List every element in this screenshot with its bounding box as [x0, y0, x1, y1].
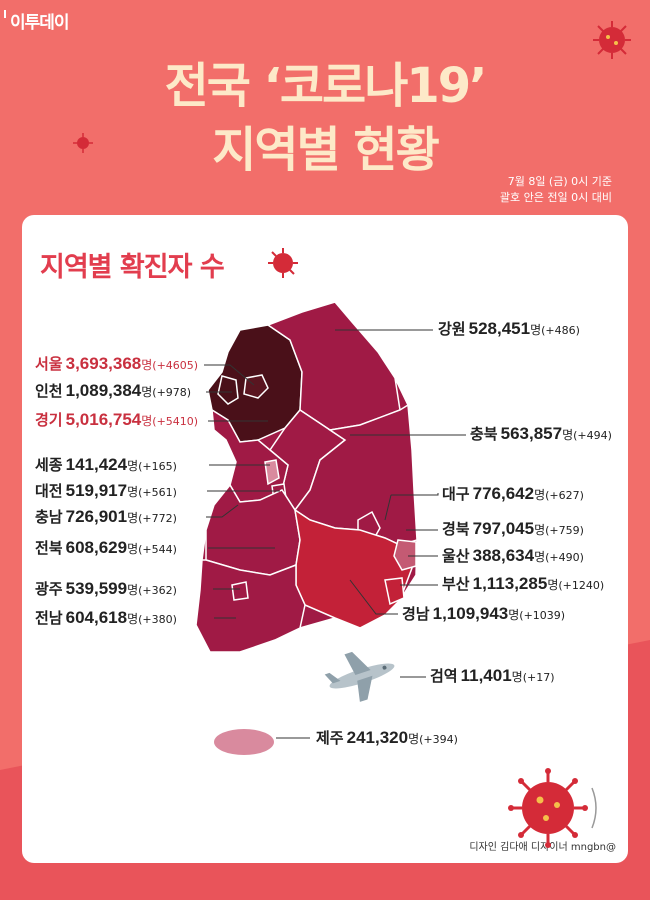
region-jeonnam	[195, 559, 306, 653]
region-seoul	[243, 374, 269, 399]
virus-icon	[593, 21, 631, 59]
page-title-line1: 전국 ‘코로나19’	[164, 58, 488, 114]
design-credit: 디자인 김다애 디자이너 mngbn@	[469, 842, 616, 853]
label-gangwon: 강원 528,451명(+486)	[438, 319, 580, 339]
label-chungnam: 충남 726,901명(+772)	[35, 507, 177, 527]
label-quarantine: 검역 11,401명(+17)	[430, 666, 555, 686]
page-title-line2: 지역별 현황	[212, 122, 440, 178]
card-title: 지역별 확진자 수	[40, 252, 225, 283]
virus-icon	[508, 768, 597, 848]
region-gwangju	[231, 581, 249, 601]
label-gwangju: 광주 539,599명(+362)	[35, 579, 177, 599]
label-jeju: 제주 241,320명(+394)	[316, 728, 458, 748]
label-chungbuk: 충북 563,857명(+494)	[470, 424, 612, 444]
label-daegu: 대구 776,642명(+627)	[442, 484, 584, 504]
region-sejong	[264, 459, 280, 486]
region-incheon	[217, 375, 239, 405]
label-daejeon: 대전 519,917명(+561)	[35, 481, 177, 501]
label-gyeonggi: 경기 5,016,754명(+5410)	[35, 410, 199, 430]
region-jeju	[214, 729, 274, 755]
basis-comparison: 괄호 안은 전일 0시 대비	[499, 191, 612, 204]
label-busan: 부산 1,113,285명(+1240)	[442, 574, 605, 594]
label-seoul: 서울 3,693,368명(+4605)	[35, 354, 199, 374]
label-jeonbuk: 전북 608,629명(+544)	[35, 538, 177, 558]
title-virus-icon	[268, 248, 298, 278]
leader-lines	[204, 329, 466, 739]
virus-icon	[73, 133, 93, 153]
region-ulsan	[393, 539, 417, 571]
label-incheon: 인천 1,089,384명(+978)	[35, 381, 192, 401]
label-gyeongnam: 경남 1,109,943명(+1039)	[402, 604, 566, 624]
brand-logo: 이투데이	[4, 8, 70, 33]
label-gyeongbuk: 경북 797,045명(+759)	[442, 519, 584, 539]
basis-note: 7월 8일 (금) 0시 기준 괄호 안은 전일 0시 대비	[500, 174, 612, 206]
region-busan	[384, 577, 405, 606]
label-ulsan: 울산 388,634명(+490)	[442, 546, 584, 566]
basis-date: 7월 8일 (금) 0시 기준	[507, 175, 612, 188]
airplane-icon	[324, 651, 395, 702]
label-sejong: 세종 141,424명(+165)	[35, 455, 177, 475]
label-jeonnam: 전남 604,618명(+380)	[35, 608, 177, 628]
